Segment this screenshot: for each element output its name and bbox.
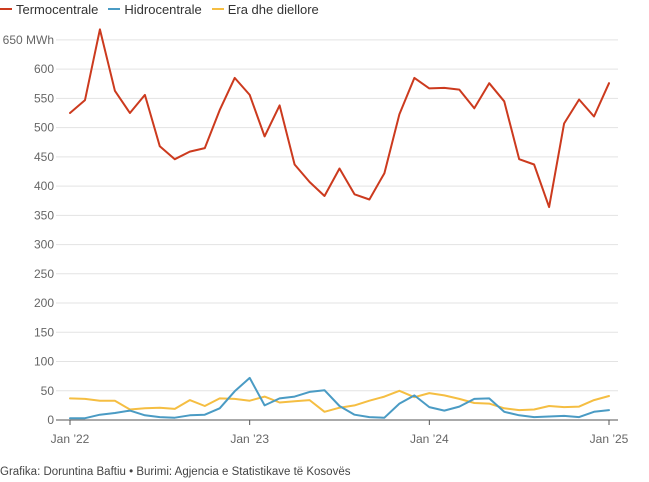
y-tick-label-600: 600: [34, 62, 54, 76]
x-tick-label-0: Jan ’22: [51, 432, 90, 446]
y-tick-label-150: 150: [34, 325, 54, 339]
y-tick-label-450: 450: [34, 150, 54, 164]
legend-label-era-dhe-diellore: Era dhe diellore: [227, 1, 319, 17]
line-chart: 0 50 100 150 200 250 300 350 400 450 500 550 600 650 …: [3, 28, 629, 446]
series-line-hidrocentrale: [69, 376, 610, 420]
legend-swatch-hidrocentrale: [108, 8, 121, 10]
y-tick-label-250: 250: [34, 267, 54, 281]
x-tick-label-1: Jan ’23: [230, 432, 269, 446]
y-tick-label-400: 400: [34, 179, 54, 193]
y-tick-label-50: 50: [41, 384, 55, 398]
legend-item-hidrocentrale: Hidrocentrale: [108, 1, 202, 17]
series-line-era-dhe-diellore: [69, 389, 610, 413]
series-line-termocentrale: [69, 28, 610, 209]
legend-label-termocentrale: Termocentrale: [16, 1, 99, 17]
x-tick-label-3: Jan ’25: [590, 432, 629, 446]
y-tick-label-550: 550: [34, 91, 54, 105]
y-tick-label-300: 300: [34, 238, 54, 252]
y-tick-label-500: 500: [34, 121, 54, 135]
legend-swatch-termocentrale: [0, 8, 12, 10]
legend-swatch-era-dhe-diellore: [211, 8, 224, 10]
y-tick-label-100: 100: [34, 355, 54, 369]
x-tick-label-2: Jan ’24: [410, 432, 449, 446]
legend-item-termocentrale: Termocentrale: [0, 2, 98, 17]
legend-item-era-dhe-diellore: Era dhe diellore: [211, 1, 319, 17]
legend-label-hidrocentrale: Hidrocentrale: [124, 1, 202, 17]
y-tick-label-200: 200: [34, 296, 54, 310]
chart-legend: Termocentrale Hidrocentrale Era dhe diel…: [0, 1, 329, 17]
y-tick-label-650: 650 MWh: [3, 33, 54, 47]
y-tick-label-350: 350: [34, 208, 54, 222]
source-credit: Grafika: Doruntina Baftiu • Burimi: Agje…: [0, 466, 351, 478]
y-tick-label-0: 0: [47, 413, 54, 427]
